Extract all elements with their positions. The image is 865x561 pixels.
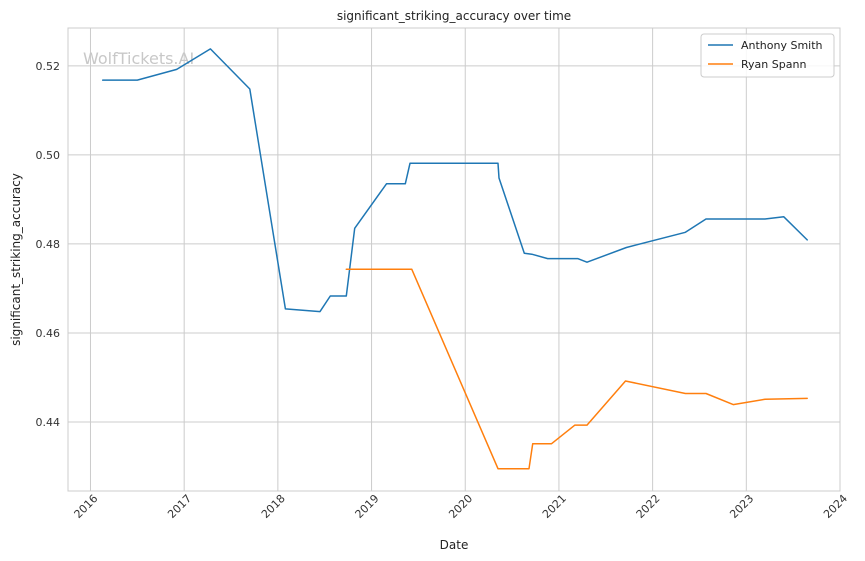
y-tick-label: 0.52 (36, 60, 61, 73)
y-axis-ticks: 0.44 0.46 0.48 0.50 0.52 (36, 60, 61, 429)
y-tick-label: 0.46 (36, 327, 61, 340)
series-line-2 (345, 268, 808, 470)
y-tick-label: 0.50 (36, 149, 61, 162)
series-line-1 (101, 48, 808, 313)
chart-title: significant_striking_accuracy over time (337, 9, 571, 23)
x-axis-title: Date (440, 538, 469, 552)
y-axis-title: significant_striking_accuracy (9, 173, 23, 346)
legend: Anthony Smith Ryan Spann (700, 33, 835, 78)
y-tick-label: 0.48 (36, 238, 61, 251)
legend-label-2: Ryan Spann (741, 58, 806, 71)
legend-label-1: Anthony Smith (741, 39, 823, 52)
plot-area-frame (67, 27, 841, 492)
series-lines (101, 48, 808, 470)
legend-box (700, 33, 835, 78)
y-tick-label: 0.44 (36, 416, 61, 429)
watermark-text: WolfTickets.AI (83, 49, 194, 68)
